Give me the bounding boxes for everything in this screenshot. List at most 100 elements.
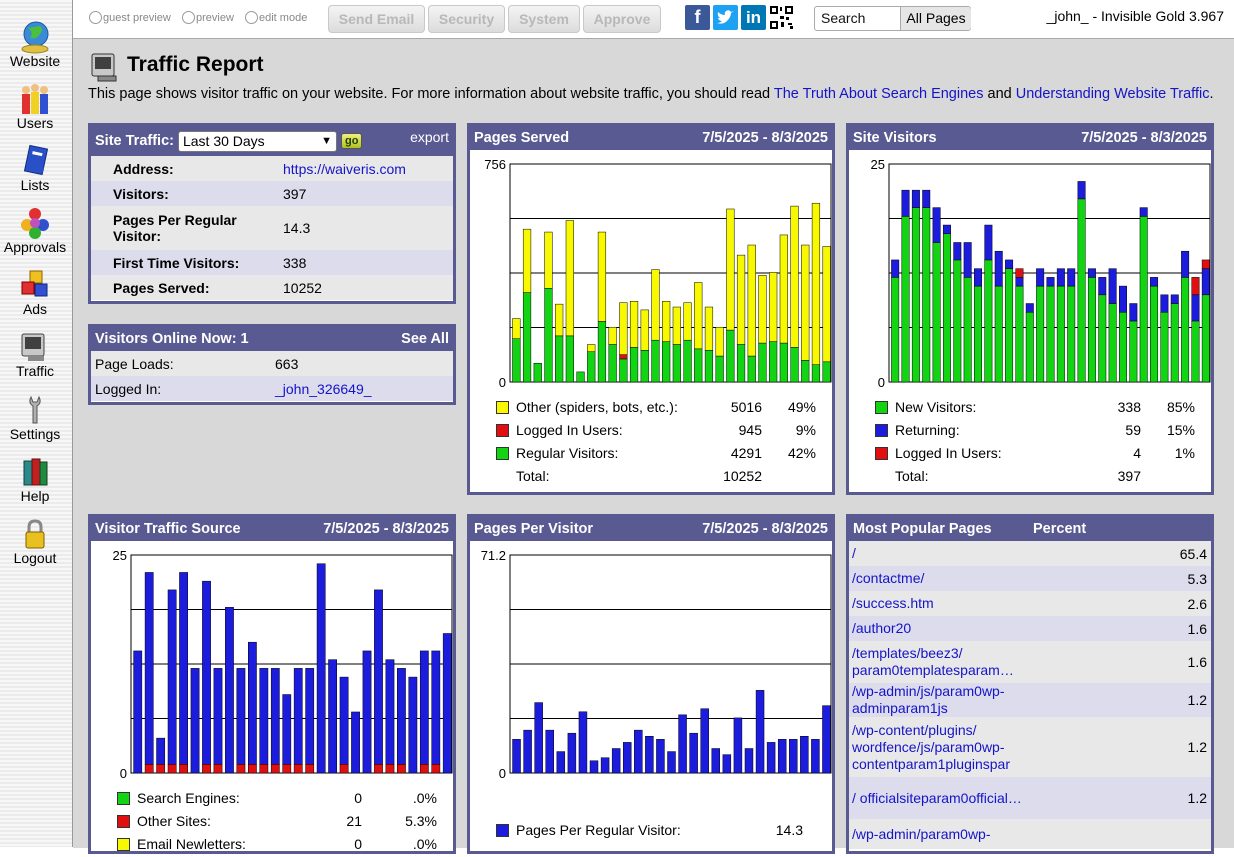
bar [700, 708, 709, 774]
bar [1036, 285, 1045, 383]
sidebar-item-lists[interactable]: Lists [0, 144, 70, 193]
sidebar-item-label: Logout [13, 550, 57, 566]
bar [744, 748, 754, 774]
popular-page-percent: 1.2 [1187, 790, 1207, 806]
bar [1150, 277, 1159, 287]
legend-percent: 42% [787, 445, 816, 461]
user-status: _john_ - Invisible Gold 3.967 [1046, 8, 1224, 24]
bar [1005, 259, 1014, 269]
sidebar-item-label: Ads [22, 301, 48, 317]
bar [608, 344, 617, 383]
bar [247, 641, 257, 765]
twitter-icon[interactable] [713, 5, 738, 30]
bar [694, 348, 703, 383]
bar [1191, 294, 1200, 322]
bar [789, 739, 798, 774]
see-all-link[interactable]: See All [401, 331, 449, 347]
visitors-online-header: Visitors Online Now: 1 See All [91, 327, 453, 351]
understanding-website-traffic-link[interactable]: Understanding Website Traffic [1015, 86, 1210, 102]
bar [608, 326, 617, 345]
bar [801, 360, 810, 383]
search-input[interactable] [815, 7, 905, 28]
traffic-source-dates: 7/5/2025 - 8/3/2025 [323, 521, 449, 537]
bar [578, 711, 588, 774]
popular-page-link[interactable]: /wp-content/plugins/ wordfence/js/param0… [852, 721, 1010, 772]
export-link[interactable]: export [410, 129, 449, 145]
sidebar-item-settings[interactable]: Settings [0, 393, 70, 442]
bar [1098, 277, 1107, 296]
legend-swatch [117, 838, 130, 851]
bar [758, 275, 767, 344]
site-visitors-legend: New Visitors: 338 85% Returning: 59 15% Logged… [875, 397, 1195, 489]
bar [1160, 311, 1169, 383]
popular-page-percent: 1.6 [1187, 654, 1207, 670]
bar [225, 607, 234, 774]
sidebar-item-approvals[interactable]: Approvals [0, 206, 70, 255]
edit-mode-radio[interactable]: edit mode [245, 11, 307, 24]
legend-label: Regular Visitors: [516, 445, 619, 461]
site-traffic-value: 10252 [283, 279, 322, 296]
legend-label: Other (spiders, bots, etc.): [516, 399, 678, 415]
legend-value: 0 [354, 836, 362, 852]
popular-page-row: /templates/beez3/ param0templatesparam… 1… [849, 641, 1211, 683]
bar [726, 208, 735, 331]
bar [431, 650, 441, 765]
range-select[interactable]: Last 30 Days ▼ [177, 130, 337, 152]
popular-percent-label: Percent [1033, 521, 1087, 537]
popular-page-link[interactable]: /author20 [852, 620, 912, 636]
system-button[interactable]: System [508, 5, 580, 33]
legend-label: Returning: [895, 422, 960, 438]
legend-row: Total: 10252 [496, 466, 816, 489]
bar [629, 347, 639, 383]
bar [651, 339, 660, 383]
linkedin-icon[interactable]: in [741, 5, 766, 30]
sidebar-item-logout[interactable]: Logout [0, 517, 70, 566]
truth-about-search-engines-link[interactable]: The Truth About Search Engines [773, 86, 984, 102]
sidebar-item-ads[interactable]: Ads [0, 268, 70, 317]
popular-page-link[interactable]: / [852, 545, 856, 561]
bar [555, 303, 564, 337]
sidebar-item-label: Traffic [15, 363, 55, 379]
approve-button[interactable]: Approve [583, 5, 661, 33]
go-button[interactable]: go [340, 133, 363, 149]
popular-page-link[interactable]: /templates/beez3/ param0templatesparam… [852, 645, 1014, 678]
popular-page-row: /wp-content/plugins/ wordfence/js/param0… [849, 717, 1211, 777]
y-tick-label: 756 [484, 157, 506, 172]
sidebar-item-users[interactable]: Users [0, 82, 70, 131]
bar [512, 318, 521, 339]
bar [213, 668, 223, 765]
popular-page-link[interactable]: / officialsiteparam0official… [852, 789, 1022, 806]
site-traffic-label: Site Traffic: [95, 133, 174, 149]
search-scope-select[interactable]: All Pages [900, 7, 971, 30]
facebook-icon[interactable]: f [685, 5, 710, 30]
bar [316, 563, 326, 774]
visitors-online-link[interactable]: _john_326649_ [275, 380, 372, 397]
traffic-source-chart: 25 0 [113, 548, 453, 781]
legend-percent: 15% [1166, 422, 1195, 438]
legend-label: Total: [516, 468, 550, 484]
sidebar-item-website[interactable]: Website [0, 20, 70, 69]
security-button[interactable]: Security [428, 5, 505, 33]
popular-page-link[interactable]: /success.htm [852, 595, 934, 611]
qr-code-icon[interactable] [769, 5, 794, 30]
pages-per-visitor-chart: 71.20 [481, 548, 832, 781]
popular-page-link[interactable]: /wp-admin/js/param0wp- adminparam1js [852, 683, 1005, 716]
popular-page-link[interactable]: /wp-admin/param0wp- [852, 825, 991, 842]
bar [1067, 285, 1076, 383]
bar [600, 757, 610, 774]
sidebar-item-help[interactable]: Help [0, 455, 70, 504]
site-traffic-link[interactable]: https://waiveris.com [283, 160, 406, 177]
search-box: All Pages [814, 6, 971, 31]
settings-icon [29, 395, 41, 424]
popular-page-link[interactable]: /contactme/ [852, 570, 925, 586]
legend-swatch [875, 447, 888, 460]
bar [512, 739, 521, 774]
guest-preview-radio[interactable]: guest preview [89, 11, 171, 24]
bar [1191, 277, 1200, 296]
legend-value: 4291 [730, 445, 762, 461]
preview-radio[interactable]: preview [182, 11, 234, 24]
bar [1119, 311, 1127, 383]
bar [683, 339, 692, 383]
sidebar-item-traffic[interactable]: Traffic [0, 330, 70, 379]
send-email-button[interactable]: Send Email [328, 5, 425, 33]
